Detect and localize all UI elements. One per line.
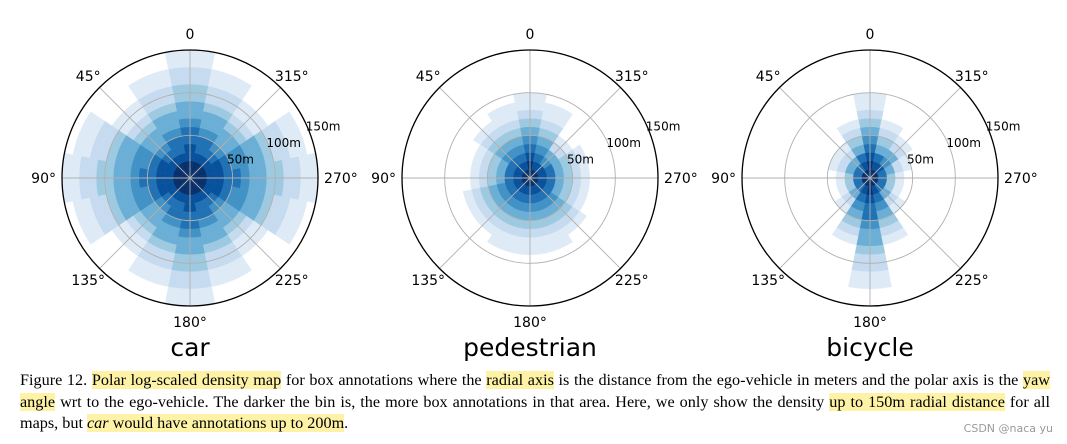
radial-tick-label: 50m	[907, 152, 934, 166]
angle-tick-label: 225°	[615, 273, 649, 289]
radial-tick-label: 100m	[946, 136, 981, 150]
angular-gridline	[99, 87, 191, 179]
angular-gridline	[869, 87, 961, 179]
angular-gridline	[189, 177, 281, 269]
angle-tick-label: 270°	[324, 171, 358, 187]
plot-frame	[61, 49, 319, 307]
angle-tick-label: 315°	[955, 69, 989, 85]
angle-tick-label: 315°	[615, 69, 649, 85]
caption-text-1: for box annotations where the	[281, 371, 487, 389]
angle-tick-label: 225°	[275, 273, 309, 289]
angle-tick-label: 45°	[756, 69, 781, 85]
angular-gridline	[529, 87, 621, 179]
caption-car-tail: would have annotations up to 200m	[108, 414, 345, 432]
angle-tick-label: 90°	[711, 171, 736, 187]
chart-title: pedestrian	[463, 333, 597, 362]
angle-tick-label: 90°	[371, 171, 396, 187]
polar-chart-car: 0 45° 90° 135° 180° 225° 270° 315° 50m 100m 150m ca…	[31, 27, 358, 362]
angle-tick-label: 135°	[411, 273, 445, 289]
caption-text-5: .	[344, 414, 349, 432]
caption-text-3: wrt to the ego-vehicle. The darker the b…	[55, 392, 830, 411]
radial-tick-label: 50m	[227, 152, 254, 166]
plot-frame	[401, 49, 659, 307]
chart-title: bicycle	[826, 333, 913, 362]
angle-tick-label: 45°	[416, 69, 441, 85]
angle-tick-label: 90°	[31, 171, 56, 187]
chart-title: car	[170, 333, 210, 362]
angle-tick-label: 270°	[1004, 171, 1038, 187]
highlight-150m: up to 150m radial distance	[829, 392, 1005, 411]
angle-tick-label: 315°	[275, 69, 309, 85]
highlight-radial-axis: radial axis	[486, 371, 554, 389]
highlight-density-map: Polar log-scaled density map	[91, 371, 282, 389]
angular-gridline	[869, 177, 961, 269]
radial-tick-label: 100m	[606, 136, 641, 150]
density-bin	[72, 199, 98, 245]
density-bin	[128, 69, 171, 94]
plot-frame	[741, 49, 999, 307]
angular-gridline	[99, 177, 191, 269]
angular-gridline	[189, 87, 281, 179]
angle-tick-label: 225°	[955, 273, 989, 289]
polar-chart-bicycle: 0 45° 90° 135° 180° 225° 270° 315° 50m 100m 150m bi…	[711, 27, 1038, 362]
angular-gridline	[439, 87, 531, 179]
angle-tick-label: 270°	[664, 171, 698, 187]
angular-gridline	[439, 177, 531, 269]
density-bin	[543, 234, 573, 254]
angle-tick-label: 180°	[513, 315, 547, 331]
density-bin	[209, 69, 252, 94]
density-bin	[282, 111, 308, 157]
radial-tick-label: 50m	[567, 152, 594, 166]
density-bin	[209, 262, 252, 287]
angle-tick-label: 45°	[76, 69, 101, 85]
figure-caption: Figure 12. Polar log-scaled density map …	[20, 370, 1050, 435]
polar-chart-pedestrian: 0 45° 90° 135° 180° 225° 270° 315° 50m 100m 150m pe…	[371, 27, 698, 362]
highlight-car-200m: car would have annotations up to 200m	[87, 414, 345, 432]
angle-tick-label: 135°	[751, 273, 785, 289]
angular-gridline	[779, 87, 871, 179]
caption-text-2: is the distance from the ego-vehicle in …	[553, 371, 1024, 389]
caption-car-word: car	[87, 414, 109, 432]
angle-tick-label: 0	[186, 27, 195, 43]
density-bin	[881, 227, 909, 246]
density-bin	[487, 102, 517, 122]
angle-tick-label: 0	[866, 27, 875, 43]
radial-tick-label: 150m	[986, 120, 1021, 134]
polar-charts-figure: 0 45° 90° 135° 180° 225° 270° 315° 50m 100m 150m ca…	[31, 27, 1038, 362]
density-bin	[543, 102, 573, 122]
radial-tick-label: 100m	[266, 136, 301, 150]
radial-tick-label: 150m	[646, 120, 681, 134]
angle-tick-label: 135°	[71, 273, 105, 289]
density-bin	[879, 119, 904, 136]
figure-label: Figure 12.	[20, 371, 88, 389]
angular-gridline	[529, 177, 621, 269]
angle-tick-label: 180°	[173, 315, 207, 331]
angle-tick-label: 0	[526, 27, 535, 43]
caption-text-4: for all maps, but	[20, 392, 1050, 433]
angular-gridline	[779, 177, 871, 269]
angle-tick-label: 180°	[853, 315, 887, 331]
density-bin	[836, 119, 861, 136]
watermark: CSDN @naca yu	[963, 422, 1053, 435]
radial-tick-label: 150m	[306, 120, 341, 134]
